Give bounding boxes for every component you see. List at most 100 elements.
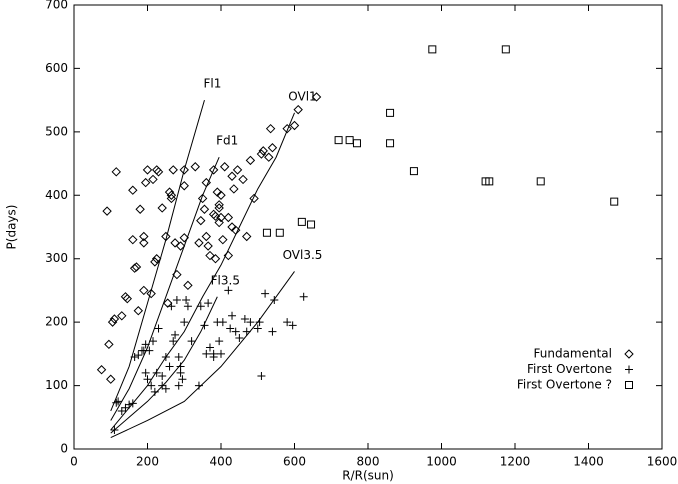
- point: [226, 324, 235, 333]
- point: [107, 317, 118, 327]
- point: [256, 149, 267, 159]
- point: [297, 217, 306, 226]
- point: [110, 425, 119, 434]
- point: [231, 327, 240, 336]
- point: [223, 250, 234, 261]
- point: [197, 193, 208, 204]
- point: [202, 349, 211, 358]
- point: [267, 143, 278, 153]
- point: [299, 292, 308, 301]
- legend-label: First Overtone: [527, 362, 612, 376]
- point: [214, 203, 224, 213]
- point: [214, 200, 224, 210]
- point: [139, 231, 149, 242]
- point: [112, 398, 121, 407]
- point: [227, 171, 237, 181]
- point: [196, 215, 206, 226]
- point: [143, 375, 152, 384]
- point: [268, 327, 277, 336]
- point: [190, 162, 200, 172]
- x-tick-label: 1200: [500, 455, 531, 469]
- point: [200, 321, 209, 330]
- point: [128, 234, 138, 245]
- point: [238, 174, 248, 185]
- legend-marker: [625, 365, 633, 374]
- point: [311, 92, 322, 102]
- point: [104, 339, 114, 350]
- point: [167, 302, 176, 311]
- point: [180, 318, 189, 327]
- y-tick-label: 400: [45, 188, 68, 202]
- point: [293, 104, 303, 115]
- point: [157, 203, 167, 213]
- model-line: [110, 296, 218, 434]
- point: [230, 225, 241, 235]
- point: [245, 155, 256, 166]
- point: [102, 206, 112, 216]
- point: [139, 285, 149, 296]
- line-label: Fl3.5: [211, 273, 240, 287]
- point: [196, 302, 205, 311]
- y-axis-label: P(days): [5, 205, 19, 250]
- point: [258, 146, 268, 156]
- point: [219, 162, 230, 172]
- point: [114, 397, 123, 406]
- point: [179, 233, 189, 243]
- point: [158, 372, 167, 381]
- point: [205, 343, 214, 352]
- point: [249, 193, 259, 204]
- point: [125, 400, 134, 409]
- point: [151, 254, 162, 264]
- point: [148, 174, 158, 185]
- point: [235, 334, 244, 342]
- line-label: Fl1: [204, 77, 222, 91]
- point: [130, 353, 139, 362]
- point: [242, 231, 252, 242]
- point: [142, 165, 153, 175]
- point: [218, 318, 227, 327]
- point: [133, 306, 144, 316]
- point: [229, 184, 239, 194]
- point: [215, 337, 224, 346]
- point: [270, 295, 279, 304]
- x-axis-label: R/R(sun): [342, 469, 394, 483]
- point: [216, 212, 226, 223]
- point: [242, 327, 251, 336]
- point: [96, 365, 107, 375]
- point: [409, 167, 418, 176]
- point: [161, 353, 170, 362]
- point: [485, 177, 494, 186]
- point: [150, 387, 159, 396]
- point: [228, 311, 237, 320]
- point: [174, 381, 183, 390]
- point: [224, 286, 233, 295]
- point: [210, 211, 221, 221]
- y-tick-label: 300: [45, 251, 68, 265]
- y-tick-label: 200: [45, 315, 68, 329]
- point: [154, 324, 163, 333]
- line-label: OVl1: [288, 89, 316, 103]
- legend-marker: [624, 349, 634, 359]
- point: [246, 318, 255, 327]
- point: [232, 165, 243, 175]
- point: [134, 351, 143, 360]
- point: [253, 324, 262, 333]
- x-tick-label: 1400: [573, 455, 604, 469]
- x-tick-label: 400: [210, 455, 233, 469]
- point: [210, 254, 221, 264]
- point: [169, 337, 178, 346]
- point: [109, 314, 120, 324]
- model-line: [110, 112, 295, 431]
- point: [501, 45, 510, 54]
- model-line: [110, 271, 295, 439]
- point: [536, 177, 545, 186]
- model-line: [110, 100, 205, 412]
- point: [223, 212, 234, 223]
- point: [183, 302, 192, 311]
- point: [199, 204, 210, 214]
- x-tick-label: 0: [70, 455, 78, 469]
- point: [201, 231, 212, 242]
- point: [161, 384, 170, 393]
- point: [288, 321, 297, 330]
- point: [194, 381, 203, 390]
